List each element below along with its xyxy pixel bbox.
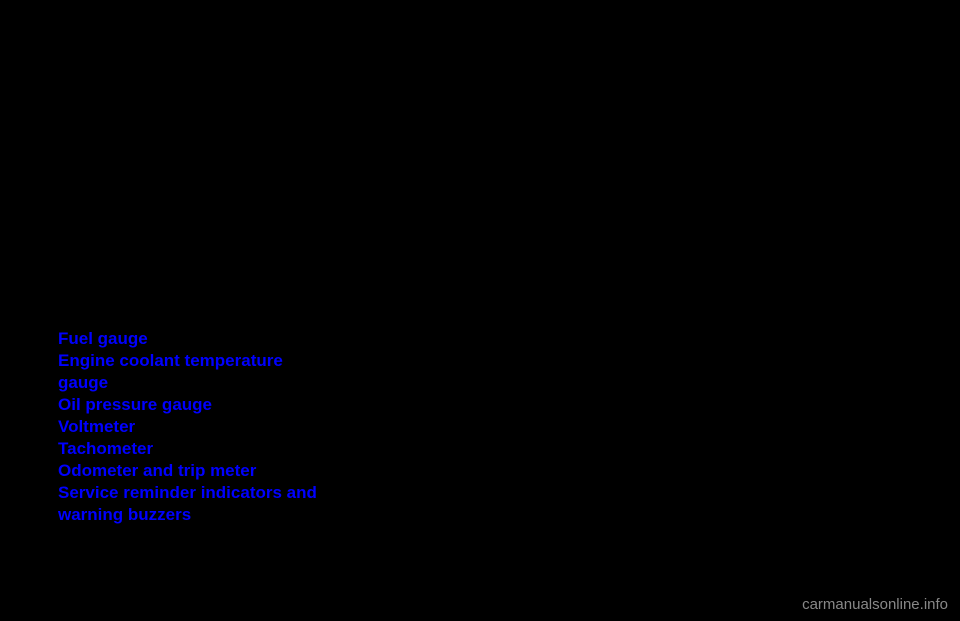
watermark-text: carmanualsonline.info — [802, 596, 948, 613]
list-item[interactable]: Fuel gauge — [58, 328, 333, 350]
list-item[interactable]: Oil pressure gauge — [58, 394, 333, 416]
list-item[interactable]: Tachometer — [58, 438, 333, 460]
list-item[interactable]: Service reminder indicators and warning … — [58, 482, 333, 526]
list-item[interactable]: Engine coolant temperature gauge — [58, 350, 333, 394]
gauge-list: Fuel gauge Engine coolant temperature ga… — [58, 328, 333, 526]
list-item[interactable]: Odometer and trip meter — [58, 460, 333, 482]
list-item[interactable]: Voltmeter — [58, 416, 333, 438]
